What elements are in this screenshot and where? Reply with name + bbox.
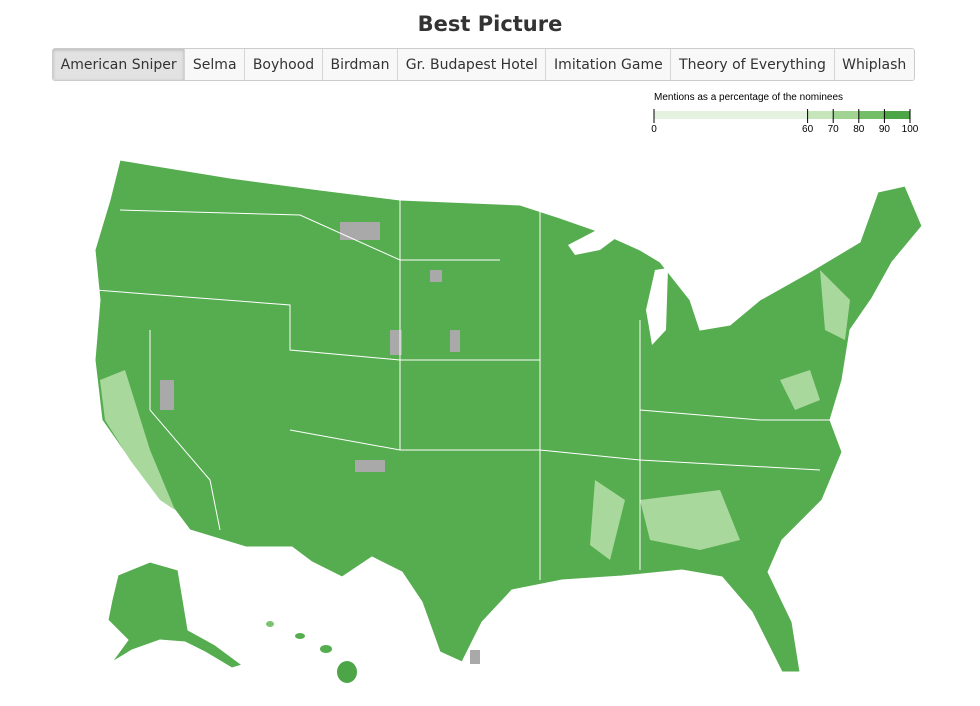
tab[interactable]: American Sniper (53, 49, 186, 80)
gray-county (430, 270, 442, 282)
light-region (640, 490, 740, 550)
tab[interactable]: Birdman (322, 49, 399, 80)
legend-tick-label: 60 (802, 124, 814, 135)
hawaii (337, 661, 357, 683)
hawaii (266, 621, 274, 627)
legend-tick-label: 70 (828, 124, 840, 135)
legend-swatch (858, 111, 885, 119)
gray-county (470, 650, 480, 664)
tab[interactable]: Gr. Budapest Hotel (398, 49, 547, 80)
legend-swatch (884, 111, 910, 119)
state-borders (94, 200, 830, 580)
legend-tick-label: 100 (902, 124, 919, 135)
light-region (590, 480, 625, 560)
state-border (94, 289, 540, 361)
contiguous-us (94, 159, 923, 673)
state-border (119, 209, 500, 261)
gray-county (355, 460, 385, 472)
alaska (107, 561, 244, 669)
gray-county (390, 330, 402, 355)
legend-tick-label: 0 (651, 124, 657, 135)
gray-county (340, 222, 380, 240)
legend-swatch (654, 111, 808, 119)
tab-bar: American Sniper Selma Boyhood Birdman Gr. Bu… (52, 48, 915, 81)
tab[interactable]: Selma (185, 49, 246, 80)
gray-county (450, 330, 460, 352)
hawaii (320, 645, 332, 653)
light-region (820, 270, 850, 340)
hawaii (295, 633, 305, 639)
gray-county (160, 380, 174, 410)
legend: 0 60 70 80 90 100 (651, 109, 919, 135)
light-region (780, 370, 820, 410)
legend-swatch (833, 111, 859, 119)
legend-title: Mentions as a percentage of the nominees (654, 92, 843, 103)
title: Best Picture (417, 12, 563, 36)
legend-swatch (807, 111, 834, 119)
gray-counties (160, 222, 480, 664)
lake-michigan (646, 268, 668, 345)
great-lakes (568, 220, 640, 255)
legend-tick-label: 80 (853, 124, 865, 135)
us-map (94, 159, 923, 683)
tab[interactable]: Theory of Everything (671, 49, 835, 80)
state-border (639, 409, 830, 421)
state-border (149, 330, 221, 531)
tab[interactable]: Imitation Game (546, 49, 672, 80)
light-region (100, 370, 175, 510)
legend-tick-label: 90 (879, 124, 891, 135)
light-regions (100, 270, 850, 560)
tab[interactable]: Whiplash (834, 49, 914, 80)
tab[interactable]: Boyhood (245, 49, 323, 80)
